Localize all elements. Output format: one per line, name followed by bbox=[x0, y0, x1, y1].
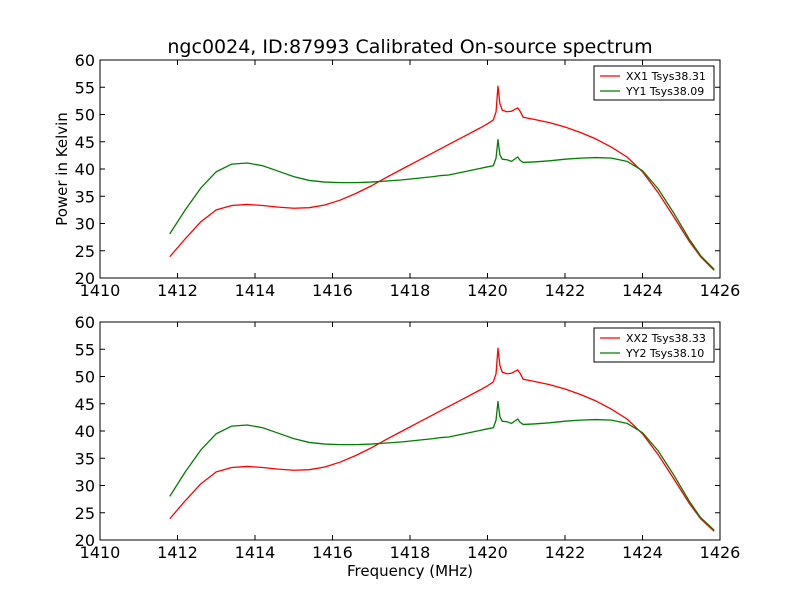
series-line-2-1 bbox=[169, 347, 715, 532]
x-tick-label: 1426 bbox=[700, 543, 741, 562]
x-tick-label: 1418 bbox=[390, 281, 431, 300]
y-tick-label: 45 bbox=[75, 395, 95, 414]
x-tick-label: 1420 bbox=[467, 281, 508, 300]
x-tick-label: 1418 bbox=[390, 543, 431, 562]
y-tick-label: 25 bbox=[75, 242, 95, 261]
y-axis-label: Power in Kelvin bbox=[53, 112, 71, 226]
legend: XX1 Tsys38.31 YY1 Tsys38.09 bbox=[593, 65, 715, 101]
x-tick-label: 1416 bbox=[312, 281, 353, 300]
x-tick-label: 1414 bbox=[235, 543, 276, 562]
y-tick-label: 35 bbox=[75, 449, 95, 468]
subplot-1: 1410 1412 1414 1416 1418 1420 1422 1424 1426 20 25… bbox=[53, 51, 740, 300]
x-tick-label: 1426 bbox=[700, 281, 741, 300]
y-tick-label: 40 bbox=[75, 422, 95, 441]
x-tick-label: 1414 bbox=[235, 281, 276, 300]
y-tick-label: 50 bbox=[75, 106, 95, 125]
y-tick-label: 45 bbox=[75, 133, 95, 152]
series-line-1-2 bbox=[169, 138, 715, 270]
x-tick-label: 1424 bbox=[622, 281, 663, 300]
y-tick-label: 20 bbox=[75, 269, 95, 288]
x-tick-label: 1416 bbox=[312, 543, 353, 562]
x-tick-label: 1412 bbox=[157, 543, 198, 562]
legend: XX2 Tsys38.33 YY2 Tsys38.10 bbox=[593, 327, 715, 363]
x-tick-label: 1422 bbox=[545, 543, 586, 562]
y-tick-label: 35 bbox=[75, 187, 95, 206]
subplot-2: 1410 1412 1414 1416 1418 1420 1422 1424 1426 20 25… bbox=[75, 313, 741, 580]
y-tick-label: 20 bbox=[75, 531, 95, 550]
legend-label: XX2 Tsys38.33 bbox=[626, 332, 706, 345]
y-tick-label: 30 bbox=[75, 477, 95, 496]
y-tick-label: 50 bbox=[75, 368, 95, 387]
series-line-2-2 bbox=[169, 400, 715, 531]
figure-title: ngc0024, ID:87993 Calibrated On-source s… bbox=[167, 36, 652, 58]
y-tick-label: 60 bbox=[75, 313, 95, 332]
legend-box bbox=[593, 327, 715, 363]
series-line-1-1 bbox=[169, 85, 715, 271]
x-axis-label: Frequency (MHz) bbox=[347, 562, 473, 580]
y-tick-label: 30 bbox=[75, 215, 95, 234]
x-tick-label: 1410 bbox=[80, 281, 121, 300]
legend-label: XX1 Tsys38.31 bbox=[626, 70, 706, 83]
y-tick-label: 25 bbox=[75, 504, 95, 523]
x-tick-label: 1422 bbox=[545, 281, 586, 300]
y-tick-label: 55 bbox=[75, 340, 95, 359]
y-tick-label: 55 bbox=[75, 78, 95, 97]
x-tick-label: 1412 bbox=[157, 281, 198, 300]
y-tick-label: 60 bbox=[75, 51, 95, 70]
x-tick-label: 1410 bbox=[80, 543, 121, 562]
x-tick-label: 1420 bbox=[467, 543, 508, 562]
legend-label: YY2 Tsys38.10 bbox=[625, 347, 704, 360]
x-tick-label: 1424 bbox=[622, 543, 663, 562]
legend-label: YY1 Tsys38.09 bbox=[625, 85, 704, 98]
y-tick-label: 40 bbox=[75, 160, 95, 179]
legend-box bbox=[593, 65, 715, 101]
